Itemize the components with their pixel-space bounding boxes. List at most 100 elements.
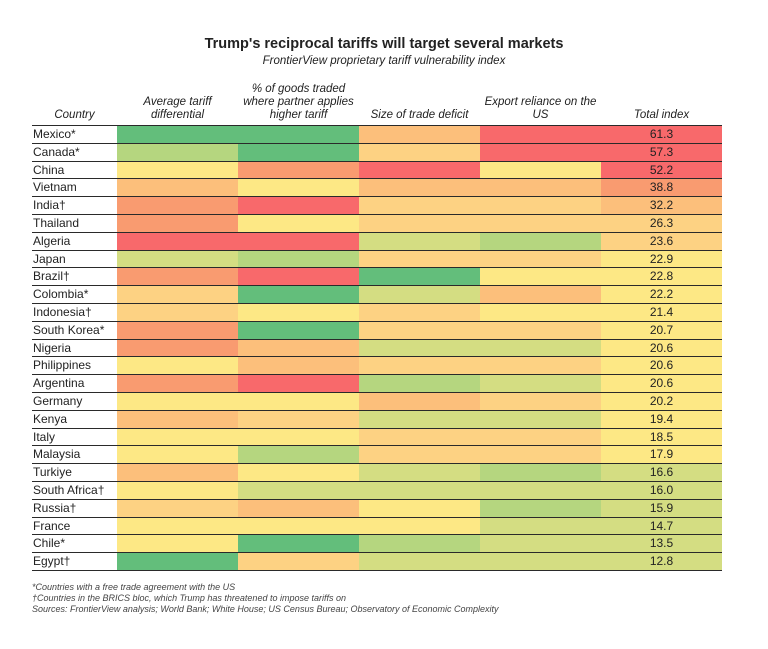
footnote-brics: †Countries in the BRICS bloc, which Trum… <box>32 593 346 603</box>
heat-cell-pct-goods <box>238 197 359 214</box>
heat-cell-avg-tariff <box>117 197 238 214</box>
footnote-fta: *Countries with a free trade agreement w… <box>32 582 236 592</box>
heat-cell-pct-goods <box>238 339 359 357</box>
heat-cell-export-reliance <box>480 268 601 286</box>
table-row: Indonesia† 21.4 <box>32 303 722 322</box>
header-avg-tariff: Average tariff differential <box>143 96 212 121</box>
heat-cell-avg-tariff <box>117 535 238 553</box>
heat-cell-export-reliance <box>480 392 601 410</box>
header-country: Country <box>54 109 95 121</box>
heat-cell-export-reliance <box>480 321 601 339</box>
heat-cell-avg-tariff <box>117 499 238 517</box>
country-label: Malaysia <box>33 447 81 462</box>
heat-cell-export-reliance <box>480 286 601 303</box>
heat-cell-export-reliance <box>480 214 601 232</box>
table-row: China 52.2 <box>32 161 722 180</box>
heat-cell-deficit <box>359 161 480 179</box>
heat-cell-export-reliance <box>480 143 601 161</box>
table-row: Russia† 15.9 <box>32 499 722 518</box>
total-index-cell: 22.8 <box>601 268 722 286</box>
country-label: Algeria <box>33 233 71 248</box>
heat-cell-avg-tariff <box>117 214 238 232</box>
heat-cell-avg-tariff <box>117 286 238 303</box>
heat-cell-avg-tariff <box>117 339 238 357</box>
total-index-cell: 23.6 <box>601 232 722 250</box>
table-row: Colombia* 22.2 <box>32 286 722 304</box>
heat-cell-deficit <box>359 286 480 303</box>
heat-cell-deficit <box>359 410 480 428</box>
heat-cell-export-reliance <box>480 499 601 517</box>
heat-cell-avg-tariff <box>117 517 238 535</box>
total-index-cell: 20.6 <box>601 357 722 375</box>
heat-cell-avg-tariff <box>117 143 238 161</box>
heat-cell-avg-tariff <box>117 179 238 197</box>
table-row: India† 32.2 <box>32 197 722 215</box>
heat-cell-avg-tariff <box>117 428 238 446</box>
heat-cell-deficit <box>359 464 480 481</box>
country-label: Japan <box>33 251 66 266</box>
heat-cell-deficit <box>359 553 480 570</box>
total-index-cell: 20.7 <box>601 321 722 339</box>
total-index-cell: 13.5 <box>601 535 722 553</box>
heat-cell-pct-goods <box>238 286 359 303</box>
heat-cell-avg-tariff <box>117 446 238 464</box>
chart-title: Trump's reciprocal tariffs will target s… <box>204 36 564 52</box>
total-index-cell: 18.5 <box>601 428 722 446</box>
table-row: Brazil† 22.8 <box>32 268 722 286</box>
heat-cell-export-reliance <box>480 517 601 535</box>
heat-cell-avg-tariff <box>117 321 238 339</box>
table-top-border <box>32 125 722 126</box>
total-index-cell: 26.3 <box>601 214 722 232</box>
heat-cell-pct-goods <box>238 357 359 375</box>
table-row: Philippines 20.6 <box>32 357 722 375</box>
heat-cell-pct-goods <box>238 499 359 517</box>
header-total: Total index <box>633 109 690 121</box>
header-export-reliance: Export reliance on the US <box>484 96 597 121</box>
table-row: Kenya 19.4 <box>32 410 722 429</box>
total-index-cell: 61.3 <box>601 126 722 143</box>
heat-cell-deficit <box>359 126 480 143</box>
country-label: Mexico* <box>33 127 76 141</box>
total-index-cell: 32.2 <box>601 197 722 214</box>
heat-cell-avg-tariff <box>117 392 238 410</box>
heat-cell-pct-goods <box>238 303 359 321</box>
country-label: Canada* <box>33 144 80 159</box>
heat-cell-pct-goods <box>238 179 359 197</box>
heat-cell-deficit <box>359 357 480 375</box>
heat-cell-deficit <box>359 339 480 357</box>
heat-cell-pct-goods <box>238 143 359 161</box>
heat-cell-pct-goods <box>238 250 359 268</box>
country-label: South Africa† <box>33 482 105 497</box>
header-deficit: Size of trade deficit <box>370 109 469 121</box>
table-row: South Korea* 20.7 <box>32 321 722 340</box>
heat-cell-avg-tariff <box>117 553 238 570</box>
table-row: Chile* 13.5 <box>32 535 722 553</box>
table-row: Germany 20.2 <box>32 392 722 411</box>
table-row: Nigeria 20.6 <box>32 339 722 358</box>
country-label: Philippines <box>33 358 92 373</box>
heat-cell-deficit <box>359 232 480 250</box>
table-row: Argentina 20.6 <box>32 375 722 393</box>
heat-cell-pct-goods <box>238 410 359 428</box>
heat-cell-avg-tariff <box>117 375 238 392</box>
heat-cell-export-reliance <box>480 303 601 321</box>
heat-cell-pct-goods <box>238 517 359 535</box>
heat-cell-pct-goods <box>238 214 359 232</box>
heat-cell-export-reliance <box>480 339 601 357</box>
heat-cell-deficit <box>359 143 480 161</box>
total-index-cell: 16.6 <box>601 464 722 481</box>
heat-cell-deficit <box>359 303 480 321</box>
heat-cell-pct-goods <box>238 161 359 179</box>
total-index-cell: 17.9 <box>601 446 722 464</box>
table-body: Mexico* 61.3 Canada* 57.3 China 52.2 Vietnam 38… <box>32 126 722 571</box>
heat-cell-avg-tariff <box>117 161 238 179</box>
table-row: Japan 22.9 <box>32 250 722 269</box>
heat-cell-deficit <box>359 179 480 197</box>
heat-cell-pct-goods <box>238 553 359 570</box>
heat-cell-export-reliance <box>480 375 601 392</box>
total-index-cell: 16.0 <box>601 481 722 499</box>
table-row: Malaysia 17.9 <box>32 446 722 464</box>
heat-cell-avg-tariff <box>117 464 238 481</box>
heat-cell-avg-tariff <box>117 303 238 321</box>
total-index-cell: 20.6 <box>601 339 722 357</box>
